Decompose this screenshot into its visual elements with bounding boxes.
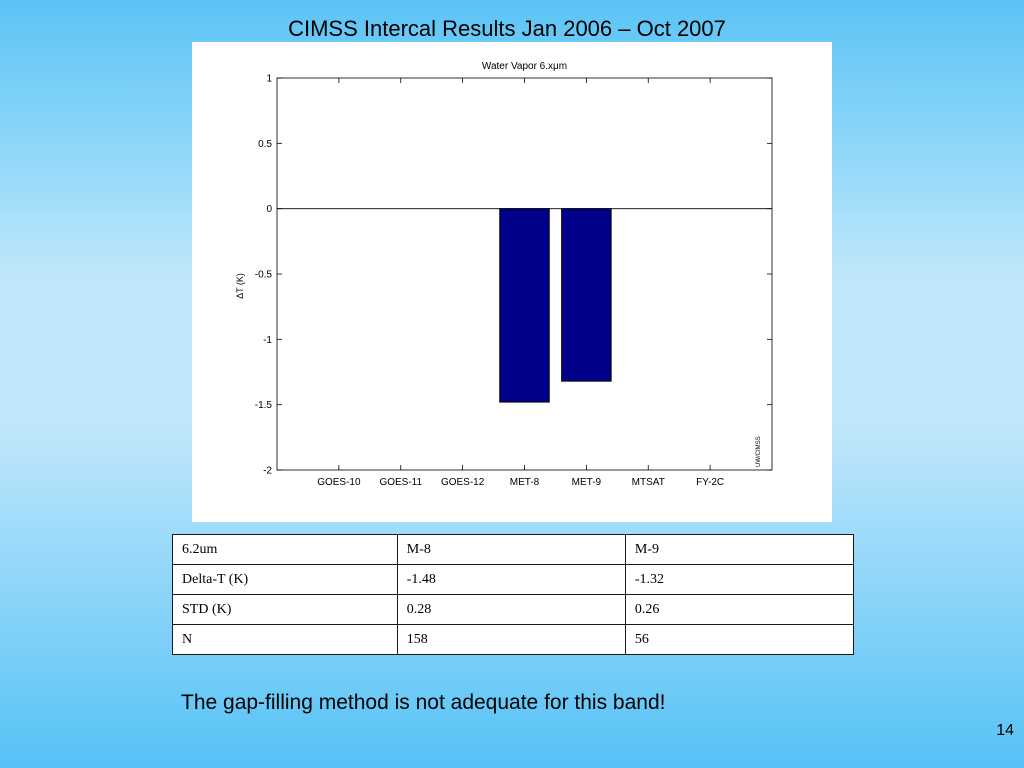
watermark: UW/CIMSS (756, 436, 762, 467)
x-tick-label: GOES-12 (441, 477, 485, 488)
slide-title: CIMSS Intercal Results Jan 2006 – Oct 20… (288, 16, 726, 41)
y-tick-label: -1 (263, 335, 272, 346)
table-header-cell: M-8 (396, 534, 626, 565)
y-tick-label: -0.5 (255, 270, 273, 281)
bar-met-9 (561, 208, 612, 382)
table-cell: 0.26 (624, 594, 855, 625)
results-table: 6.2um M-8 M-9 Delta-T (K) -1.48 -1.32 STD (K) 0… (172, 534, 855, 655)
table-cell: -1.48 (396, 564, 626, 595)
footnote: The gap-filling method is not adequate f… (181, 691, 666, 714)
x-tick-label: MTSAT (632, 477, 665, 488)
table-row: 6.2um M-8 M-9 (172, 534, 855, 565)
table-cell: 56 (624, 624, 855, 655)
table-row: N 158 56 (172, 624, 855, 655)
bar-met-8 (499, 208, 550, 403)
table-cell: Delta-T (K) (172, 564, 398, 595)
table-row: Delta-T (K) -1.48 -1.32 (172, 564, 855, 595)
y-tick-label: -2 (263, 466, 272, 477)
y-tick-label: 1 (266, 74, 272, 85)
chart-panel: Water Vapor 6.xμm 1 0.5 0 -0.5 -1 -1.5 -2 GOES-1… (192, 42, 832, 522)
table-cell: 0.28 (396, 594, 626, 625)
y-tick-label: -1.5 (255, 400, 273, 411)
table-header-cell: 6.2um (172, 534, 398, 565)
table-cell: N (172, 624, 398, 655)
x-tick-label: FY-2C (696, 477, 724, 488)
page-number: 14 (996, 722, 1014, 739)
table-cell: 158 (396, 624, 626, 655)
table-header-cell: M-9 (624, 534, 855, 565)
table-cell: STD (K) (172, 594, 398, 625)
x-tick-label: GOES-11 (379, 477, 422, 488)
y-axis-label: ΔT (K) (235, 273, 245, 299)
chart-title: Water Vapor 6.xμm (482, 61, 567, 72)
table-row: STD (K) 0.28 0.26 (172, 594, 855, 625)
x-tick-label: MET-8 (510, 477, 540, 488)
table-cell: -1.32 (624, 564, 855, 595)
bar-chart: Water Vapor 6.xμm 1 0.5 0 -0.5 -1 -1.5 -2 GOES-1… (235, 61, 773, 488)
y-tick-label: 0 (266, 204, 272, 215)
y-tick-label: 0.5 (258, 139, 272, 150)
x-tick-label: MET-9 (572, 477, 602, 488)
x-tick-label: GOES-10 (317, 477, 361, 488)
